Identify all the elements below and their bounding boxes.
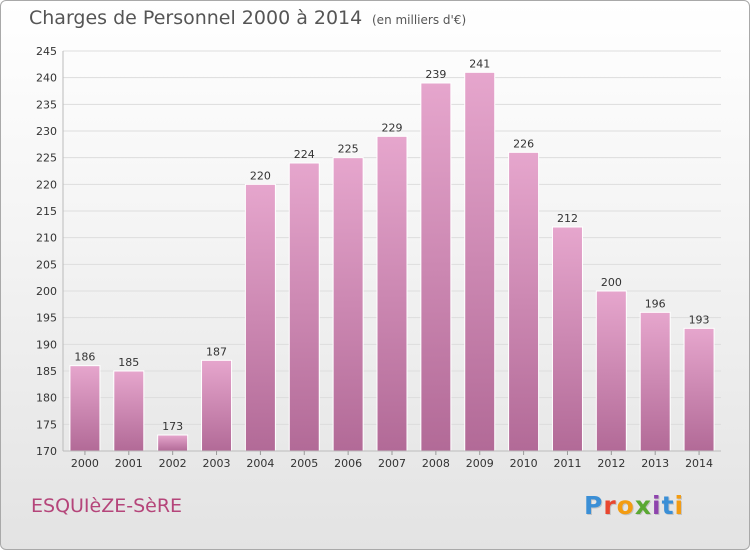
y-tick-label: 235 (36, 98, 57, 111)
brand-letter: i (652, 491, 662, 520)
bar (244, 183, 276, 452)
x-tick-label: 2006 (334, 457, 362, 470)
y-tick-label: 170 (36, 445, 57, 458)
bar-value-label: 239 (425, 68, 446, 81)
y-tick-label: 185 (36, 365, 57, 378)
x-tick-label: 2012 (597, 457, 625, 470)
y-tick-label: 175 (36, 418, 57, 431)
bar (69, 365, 101, 452)
y-tick-label: 215 (36, 205, 57, 218)
x-tick-label: 2004 (246, 457, 274, 470)
bar (420, 82, 452, 452)
y-tick-label: 195 (36, 312, 57, 325)
bar-value-label: 229 (382, 121, 403, 134)
y-tick-label: 220 (36, 178, 57, 191)
bar (376, 135, 408, 452)
chart-title: Charges de Personnel 2000 à 2014 (29, 7, 363, 29)
bar (683, 327, 715, 452)
y-tick-label: 205 (36, 258, 57, 271)
bar (113, 370, 145, 452)
y-tick-label: 180 (36, 392, 57, 405)
brand-letter: x (634, 491, 652, 520)
axis-layer: 170 175 180 185 190 195 200 205 210 215 220 225 230 2… (36, 45, 721, 470)
x-tick-label: 2010 (510, 457, 538, 470)
bar (595, 290, 627, 452)
x-tick-label: 2013 (641, 457, 669, 470)
bar-value-label: 185 (118, 356, 139, 369)
y-tick-label: 200 (36, 285, 57, 298)
bar (639, 311, 671, 452)
bar-value-label: 173 (162, 420, 183, 433)
bar (508, 151, 540, 452)
bar-value-label: 224 (294, 148, 315, 161)
bar (332, 157, 364, 452)
proxiti-logo[interactable]: Proxiti (584, 491, 684, 520)
bar (157, 434, 189, 452)
x-tick-label: 2008 (422, 457, 450, 470)
x-tick-label: 2003 (203, 457, 231, 470)
brand-letter: i (674, 491, 685, 520)
brand-letter: o (616, 491, 635, 520)
bar (464, 71, 496, 452)
brand-letter: r (603, 491, 617, 520)
x-tick-label: 2000 (71, 457, 99, 470)
bar (201, 359, 233, 452)
y-tick-label: 190 (36, 338, 57, 351)
bar-value-label: 200 (601, 276, 622, 289)
x-tick-label: 2009 (466, 457, 494, 470)
bar-value-label: 220 (250, 169, 271, 182)
x-tick-label: 2011 (553, 457, 581, 470)
bar-value-label: 225 (338, 143, 359, 156)
x-tick-label: 2007 (378, 457, 406, 470)
bar (551, 226, 583, 452)
bar-value-label: 186 (74, 351, 95, 364)
y-tick-label: 245 (36, 45, 57, 58)
bar-value-label: 187 (206, 345, 227, 358)
y-tick-label: 225 (36, 152, 57, 165)
y-tick-label: 230 (36, 125, 57, 138)
bars-layer (69, 71, 715, 452)
chart-unit-note: (en milliers d'€) (372, 13, 467, 27)
bar-value-label: 196 (645, 297, 666, 310)
brand-letter: t (661, 491, 675, 520)
labels-layer: 186 185 173 187 220 224 225 229 239 241 226 212 200 1… (74, 57, 709, 433)
x-tick-label: 2002 (159, 457, 187, 470)
bar-value-label: 212 (557, 212, 578, 225)
y-tick-label: 210 (36, 232, 57, 245)
brand-letter: P (584, 491, 604, 520)
bar (288, 162, 320, 452)
x-tick-label: 2001 (115, 457, 143, 470)
bar-value-label: 193 (689, 313, 710, 326)
bar-value-label: 241 (469, 57, 490, 70)
bar-value-label: 226 (513, 137, 534, 150)
y-tick-label: 240 (36, 72, 57, 85)
town-name: ESQUIèZE-SèRE (31, 495, 183, 517)
x-tick-label: 2014 (685, 457, 713, 470)
x-tick-label: 2005 (290, 457, 318, 470)
